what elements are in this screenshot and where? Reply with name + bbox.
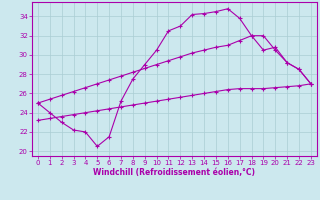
X-axis label: Windchill (Refroidissement éolien,°C): Windchill (Refroidissement éolien,°C) [93,168,255,177]
